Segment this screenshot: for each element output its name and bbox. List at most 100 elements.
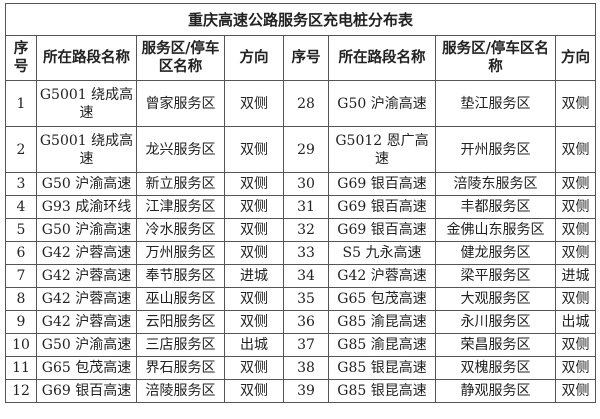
header-index: 序号	[283, 35, 329, 81]
cell-index: 7	[5, 264, 37, 288]
cell-road: G42 沪蓉高速	[328, 264, 436, 288]
cell-service-area: 三店服务区	[136, 333, 225, 357]
header-service-area: 服务区/停车区名称	[136, 35, 225, 81]
cell-road: G85 渝昆高速	[328, 310, 436, 334]
cell-direction: 双侧	[554, 379, 597, 403]
cell-index: 34	[283, 264, 329, 288]
table-row: 12 G69 银百高速 涪陵服务区 双侧 39 G85 银昆高速 静观服务区 双侧	[5, 379, 597, 403]
cell-road: G85 渝昆高速	[328, 333, 436, 357]
cell-service-area: 开州服务区	[435, 126, 556, 173]
cell-index: 10	[5, 333, 37, 357]
cell-road: G65 包茂高速	[36, 356, 137, 380]
cell-direction: 双侧	[554, 356, 597, 380]
cell-service-area: 万州服务区	[136, 241, 225, 265]
header-index: 序号	[5, 35, 37, 81]
cell-road: G50 沪渝高速	[36, 172, 137, 196]
cell-direction: 双侧	[224, 80, 284, 127]
cell-road: G42 沪蓉高速	[36, 241, 137, 265]
cell-service-area: 双槐服务区	[435, 356, 556, 380]
cell-service-area: 新立服务区	[136, 172, 225, 196]
cell-index: 5	[5, 218, 37, 242]
cell-direction: 双侧	[554, 172, 597, 196]
cell-direction: 双侧	[224, 218, 284, 242]
cell-index: 3	[5, 172, 37, 196]
cell-service-area: 奉节服务区	[136, 264, 225, 288]
header-road: 所在路段名称	[328, 35, 436, 81]
cell-direction: 出城	[224, 333, 284, 357]
cell-road: G69 银百高速	[328, 172, 436, 196]
table-row: 7 G42 沪蓉高速 奉节服务区 进城 34 G42 沪蓉高速 梁平服务区 进城	[5, 264, 597, 288]
cell-direction: 双侧	[554, 80, 597, 127]
cell-index: 33	[283, 241, 329, 265]
cell-road: G50 沪渝高速	[328, 80, 436, 127]
cell-road: G65 包茂高速	[328, 287, 436, 311]
cell-index: 8	[5, 287, 37, 311]
cell-service-area: 曾家服务区	[136, 80, 225, 127]
cell-direction: 双侧	[554, 333, 597, 357]
cell-road: S5 九永高速	[328, 241, 436, 265]
cell-road: G42 沪蓉高速	[36, 264, 137, 288]
cell-service-area: 云阳服务区	[136, 310, 225, 334]
table-title: 重庆高速公路服务区充电桩分布表	[4, 3, 597, 36]
table-row: 11 G65 包茂高速 界石服务区 双侧 38 G85 银昆高速 双槐服务区 双侧	[5, 356, 597, 380]
cell-service-area: 静观服务区	[435, 379, 556, 403]
cell-service-area: 永川服务区	[435, 310, 556, 334]
cell-direction: 双侧	[224, 241, 284, 265]
cell-direction: 双侧	[554, 241, 597, 265]
table-row: 3 G50 沪渝高速 新立服务区 双侧 30 G69 银百高速 涪陵东服务区 双侧	[5, 172, 597, 196]
cell-index: 31	[283, 195, 329, 219]
cell-index: 38	[283, 356, 329, 380]
header-service-area: 服务区/停车区名称	[435, 35, 556, 81]
header-road: 所在路段名称	[36, 35, 137, 81]
cell-road: G42 沪蓉高速	[36, 287, 137, 311]
cell-index: 30	[283, 172, 329, 196]
cell-direction: 双侧	[224, 126, 284, 173]
cell-direction: 双侧	[554, 126, 597, 173]
header-row: 序号 所在路段名称 服务区/停车区名称 方向 序号 所在路段名称 服务区/停车区…	[5, 35, 597, 81]
table-row: 4 G93 成渝环线 江津服务区 双侧 31 G69 银百高速 丰都服务区 双侧	[5, 195, 597, 219]
cell-road: G69 银百高速	[328, 218, 436, 242]
cell-service-area: 荣昌服务区	[435, 333, 556, 357]
cell-index: 35	[283, 287, 329, 311]
cell-road: G5001 绕成高速	[36, 80, 137, 127]
cell-service-area: 大观服务区	[435, 287, 556, 311]
cell-service-area: 垫江服务区	[435, 80, 556, 127]
cell-direction: 双侧	[224, 379, 284, 403]
cell-index: 9	[5, 310, 37, 334]
cell-road: G5012 恩广高速	[328, 126, 436, 173]
charging-station-table: 重庆高速公路服务区充电桩分布表 序号 所在路段名称 服务区/停车区名称 方向 序…	[4, 3, 597, 403]
cell-service-area: 健龙服务区	[435, 241, 556, 265]
table-row: 1 G5001 绕成高速 曾家服务区 双侧 28 G50 沪渝高速 垫江服务区 双侧	[5, 80, 597, 127]
cell-index: 29	[283, 126, 329, 173]
cell-road: G5001 绕成高速	[36, 126, 137, 173]
cell-index: 32	[283, 218, 329, 242]
cell-direction: 双侧	[554, 195, 597, 219]
cell-service-area: 丰都服务区	[435, 195, 556, 219]
cell-direction: 双侧	[224, 172, 284, 196]
cell-direction: 双侧	[224, 287, 284, 311]
cell-index: 39	[283, 379, 329, 403]
cell-direction: 双侧	[554, 287, 597, 311]
cell-index: 6	[5, 241, 37, 265]
header-direction: 方向	[554, 35, 597, 81]
cell-road: G50 沪渝高速	[36, 333, 137, 357]
cell-index: 36	[283, 310, 329, 334]
cell-road: G69 银百高速	[328, 195, 436, 219]
cell-index: 28	[283, 80, 329, 127]
cell-service-area: 梁平服务区	[435, 264, 556, 288]
cell-service-area: 龙兴服务区	[136, 126, 225, 173]
table-row: 6 G42 沪蓉高速 万州服务区 双侧 33 S5 九永高速 健龙服务区 双侧	[5, 241, 597, 265]
cell-direction: 出城	[554, 310, 597, 334]
cell-direction: 双侧	[224, 195, 284, 219]
cell-index: 4	[5, 195, 37, 219]
cell-road: G85 银昆高速	[328, 356, 436, 380]
table-row: 2 G5001 绕成高速 龙兴服务区 双侧 29 G5012 恩广高速 开州服务区 双侧	[5, 126, 597, 173]
table-row: 5 G50 沪渝高速 冷水服务区 双侧 32 G69 银百高速 金佛山东服务区 双侧	[5, 218, 597, 242]
cell-direction: 双侧	[554, 218, 597, 242]
cell-road: G69 银百高速	[36, 379, 137, 403]
cell-road: G42 沪蓉高速	[36, 310, 137, 334]
cell-direction: 进城	[224, 264, 284, 288]
cell-road: G50 沪渝高速	[36, 218, 137, 242]
cell-index: 12	[5, 379, 37, 403]
cell-service-area: 涪陵东服务区	[435, 172, 556, 196]
